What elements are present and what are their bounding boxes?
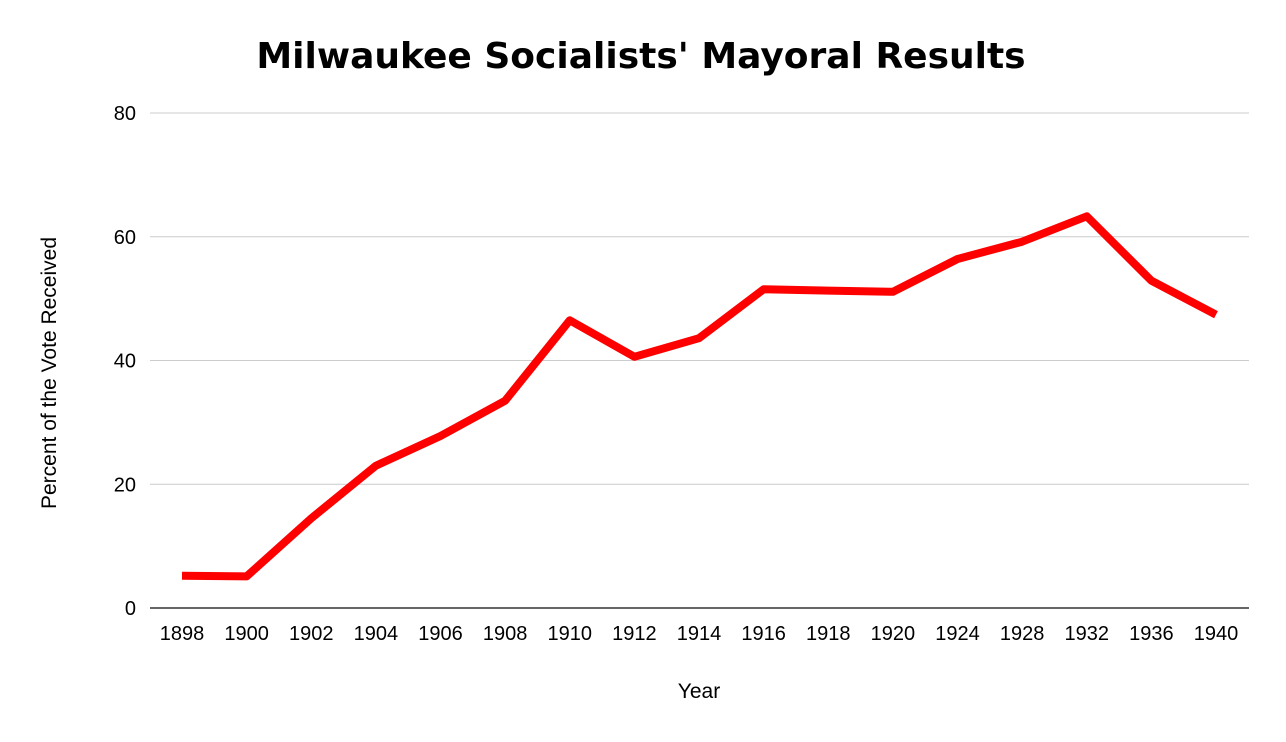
x-tick-label: 1932	[1065, 623, 1110, 645]
y-tick-label: 0	[125, 598, 136, 620]
x-tick-label: 1898	[160, 623, 205, 645]
x-tick-label: 1902	[289, 623, 334, 645]
x-tick-label: 1910	[548, 623, 593, 645]
y-tick-label: 60	[114, 227, 136, 249]
y-axis-label: Percent of the Vote Received	[38, 237, 61, 509]
y-tick-label: 80	[114, 103, 136, 125]
gridlines	[150, 112, 1249, 485]
x-tick-label: 1900	[224, 623, 269, 645]
x-tick-label: 1920	[871, 623, 916, 645]
x-tick-label: 1928	[1000, 623, 1045, 645]
series-group	[181, 212, 1218, 581]
chart-title: Milwaukee Socialists' Mayoral Results	[256, 36, 1025, 77]
x-axis-label: Year	[678, 680, 720, 703]
x-tick-label: 1904	[354, 623, 399, 645]
y-tick-label: 40	[114, 351, 136, 373]
x-tick-label: 1924	[935, 623, 980, 645]
y-tick-label: 20	[114, 474, 136, 496]
series-line	[181, 212, 1218, 581]
x-axis-ticks: 1898 1900 1902 1904 1906 1908 1910 1912 1914 1916…	[160, 623, 1239, 645]
x-tick-label: 1912	[612, 623, 657, 645]
x-tick-label: 1916	[741, 623, 786, 645]
x-tick-label: 1914	[677, 623, 722, 645]
y-axis-ticks: 0 20 40 60 80	[114, 103, 136, 620]
x-tick-label: 1940	[1194, 623, 1239, 645]
x-tick-label: 1906	[418, 623, 463, 645]
x-tick-label: 1936	[1129, 623, 1174, 645]
x-tick-label: 1908	[483, 623, 528, 645]
x-tick-label: 1918	[806, 623, 851, 645]
